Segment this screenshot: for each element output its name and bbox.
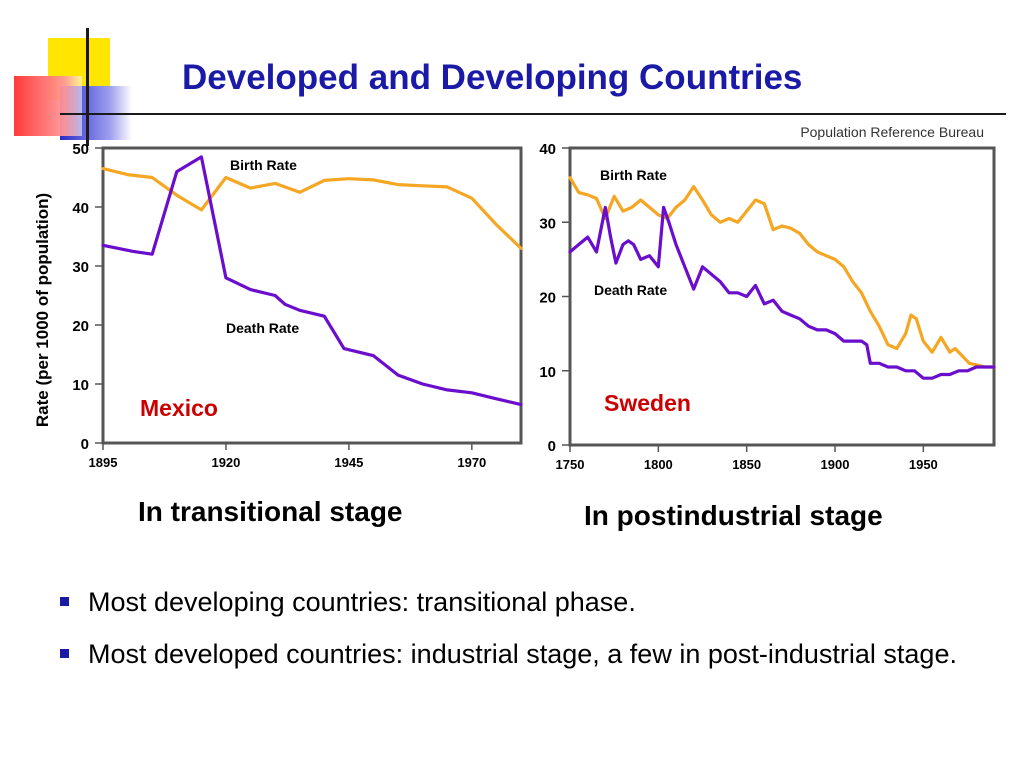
country-label: Mexico [140,395,218,421]
death-rate-label: Death Rate [226,320,299,336]
x-tick-label: 1900 [821,457,850,472]
death-rate-line [101,155,523,407]
y-tick-label: 0 [81,436,89,453]
x-tick-label: 1850 [732,457,761,472]
death-rate-label: Death Rate [594,282,667,298]
y-tick-label: 50 [72,141,89,158]
y-tick-label: 30 [72,259,89,276]
birth-rate-line [568,176,996,369]
y-axis-label: Rate (per 1000 of population) [33,192,52,428]
y-tick-label: 10 [539,364,556,381]
caption-transitional: In transitional stage [138,496,403,527]
source-credit: Population Reference Bureau [800,124,984,140]
y-tick-label: 0 [548,438,556,455]
x-tick-label: 1800 [644,457,673,472]
square-bullet-icon [60,649,69,658]
sweden-chart: 0 10 20 30 40 1750 1800 1850 1900 1950 Birth Rate D… [539,141,996,472]
x-tick-label: 1970 [457,455,486,470]
birth-rate-label: Birth Rate [230,157,297,173]
bullet-list: Most developing countries: transitional … [58,585,998,689]
deco-vertical-line [86,28,89,146]
x-tick-label: 1895 [89,455,118,470]
caption-postindustrial: In postindustrial stage [584,500,883,531]
y-tick-label: 10 [72,377,89,394]
bullet-item: Most developed countries: industrial sta… [58,637,998,672]
bullet-item: Most developing countries: transitional … [58,585,998,620]
title-underline [60,113,1006,115]
square-bullet-icon [60,597,69,606]
mexico-chart: 0 10 20 30 40 50 1895 1920 1945 1970 Birth Rate Dea… [72,141,523,470]
birth-rate-line [101,167,523,250]
slide-title: Developed and Developing Countries [182,58,803,97]
death-rate-line [568,205,996,380]
y-tick-label: 40 [72,200,89,217]
bullet-text: Most developing countries: transitional … [88,587,636,617]
y-tick-label: 20 [539,290,556,307]
plot-frame [101,146,523,445]
country-label: Sweden [604,390,691,416]
bullet-text: Most developed countries: industrial sta… [88,639,957,669]
x-tick-label: 1945 [334,455,363,470]
plot-frame [568,146,996,447]
x-tick-label: 1950 [909,457,938,472]
birth-rate-label: Birth Rate [600,167,667,183]
y-tick-label: 20 [72,318,89,335]
y-tick-label: 40 [539,141,556,158]
x-tick-label: 1920 [211,455,240,470]
deco-red-square [14,76,82,136]
x-tick-label: 1750 [556,457,585,472]
y-tick-label: 30 [539,215,556,232]
